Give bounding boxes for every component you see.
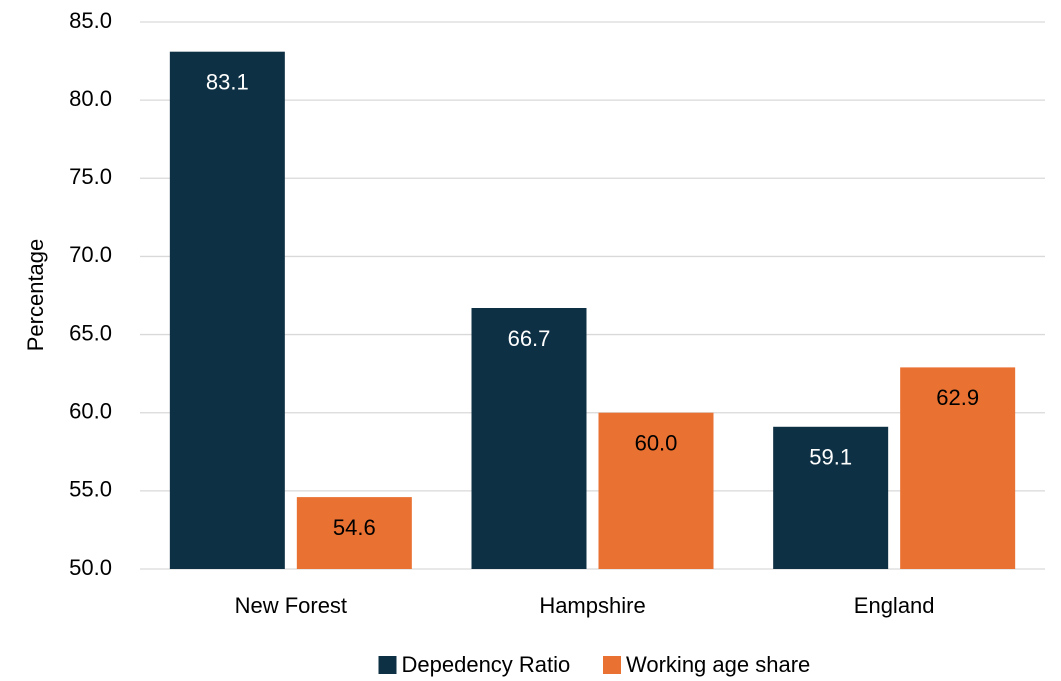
value-label: 83.1 <box>206 70 249 95</box>
x-tick-label: Hampshire <box>539 593 645 618</box>
legend-label: Depedency Ratio <box>402 652 571 677</box>
value-label: 62.9 <box>936 385 979 410</box>
y-tick-label: 75.0 <box>69 164 112 189</box>
value-label: 60.0 <box>635 431 678 456</box>
value-label: 66.7 <box>508 326 551 351</box>
bar <box>296 497 412 569</box>
y-axis-title: Percentage <box>23 239 48 352</box>
y-tick-label: 65.0 <box>69 320 112 345</box>
x-tick-label: New Forest <box>235 593 347 618</box>
bar <box>900 367 1016 569</box>
bar <box>471 308 587 569</box>
bar <box>773 426 889 569</box>
y-tick-label: 60.0 <box>69 399 112 424</box>
value-label: 59.1 <box>809 445 852 470</box>
y-tick-label: 80.0 <box>69 86 112 111</box>
x-tick-label: England <box>854 593 935 618</box>
legend-label: Working age share <box>626 652 810 677</box>
y-tick-label: 50.0 <box>69 555 112 580</box>
y-tick-label: 70.0 <box>69 242 112 267</box>
value-label: 54.6 <box>333 515 376 540</box>
y-tick-label: 55.0 <box>69 477 112 502</box>
bar <box>169 51 285 570</box>
y-tick-label: 85.0 <box>69 8 112 33</box>
legend-swatch <box>378 656 397 674</box>
legend-swatch <box>603 656 621 674</box>
bar <box>598 412 714 569</box>
